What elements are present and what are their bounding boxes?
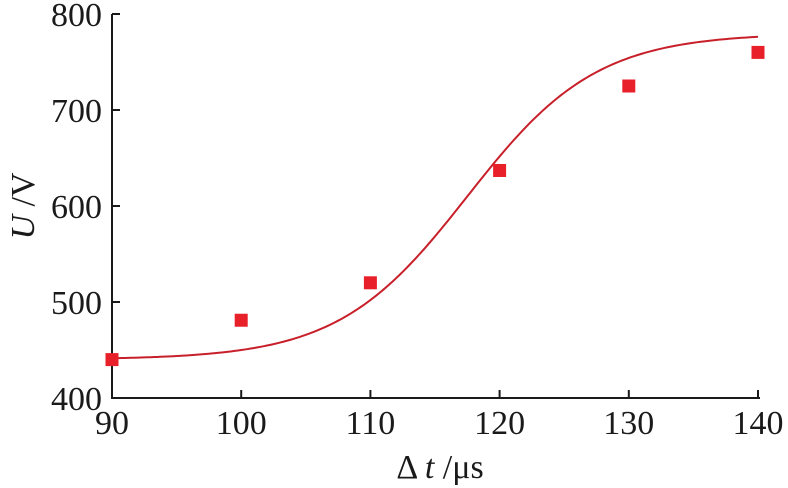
y-tick-label: 700 bbox=[51, 93, 102, 130]
x-axis-title-unit: /μs bbox=[443, 449, 484, 486]
data-point bbox=[751, 45, 765, 59]
y-axis-title-variable: U bbox=[5, 213, 42, 240]
x-axis: 90 100 110 120 130 140 bbox=[95, 390, 784, 442]
y-tick-label: 500 bbox=[51, 285, 102, 322]
data-point bbox=[493, 163, 507, 177]
data-points bbox=[105, 45, 765, 367]
data-point bbox=[363, 276, 377, 290]
fit-curve bbox=[111, 35, 759, 360]
x-tick-label: 140 bbox=[733, 405, 784, 442]
x-axis-title: Δ t /μs bbox=[396, 449, 483, 486]
x-axis-title-symbol: Δ bbox=[396, 449, 417, 486]
x-ticks: 90 100 110 120 130 140 bbox=[95, 390, 784, 442]
y-tick-label: 400 bbox=[51, 381, 102, 418]
data-point bbox=[622, 79, 636, 93]
y-axis-title-unit: /V bbox=[5, 172, 42, 206]
y-tick-label: 800 bbox=[51, 0, 102, 34]
x-tick-label: 110 bbox=[346, 405, 396, 442]
x-tick-label: 130 bbox=[603, 405, 654, 442]
y-axis-title: U /V bbox=[5, 172, 42, 240]
y-tick-label: 600 bbox=[51, 189, 102, 226]
data-point bbox=[234, 313, 248, 327]
x-axis-title-variable: t bbox=[425, 449, 436, 486]
x-tick-label: 120 bbox=[474, 405, 525, 442]
x-tick-label: 90 bbox=[95, 405, 129, 442]
y-axis: 400 500 600 700 800 bbox=[51, 0, 120, 418]
data-point bbox=[105, 353, 119, 367]
x-tick-label: 100 bbox=[216, 405, 267, 442]
y-ticks: 400 500 600 700 800 bbox=[51, 0, 120, 418]
